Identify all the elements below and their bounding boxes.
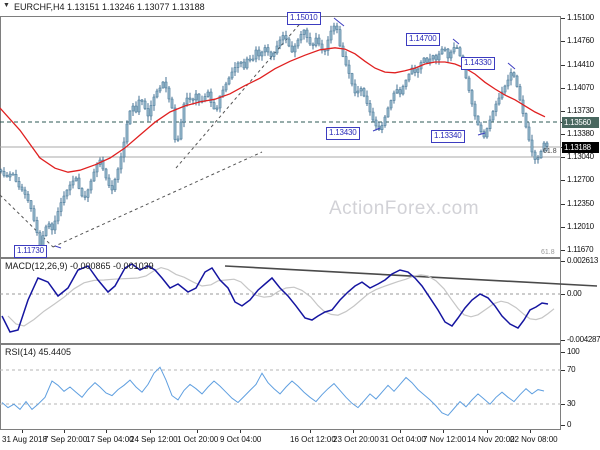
macd-indicator-label: MACD(12,26,9) -0.000865 -0.001039 xyxy=(5,261,154,271)
macd-axis-tick xyxy=(561,261,565,262)
time-axis-label: 9 Oct 04:00 xyxy=(220,435,262,444)
swing-price-label: 1.14700 xyxy=(406,33,440,46)
swing-price-label: 1.13340 xyxy=(431,130,465,143)
macd-axis-label: 0.00 xyxy=(567,289,582,298)
price-axis-tick xyxy=(561,111,565,112)
time-axis-label: 22 Nov 08:00 xyxy=(510,435,558,444)
rsi-axis-tick xyxy=(561,404,565,405)
time-axis-tick xyxy=(64,430,65,433)
time-axis-label: 23 Oct 20:00 xyxy=(333,435,379,444)
price-axis-tick xyxy=(561,227,565,228)
swing-price-label: 1.15010 xyxy=(287,12,321,25)
price-axis-label: 1.13730 xyxy=(567,106,594,115)
time-axis-tick xyxy=(530,430,531,433)
price-axis-tick xyxy=(561,18,565,19)
rsi-axis-tick xyxy=(561,425,565,426)
time-axis[interactable] xyxy=(0,430,600,450)
chart-titlebar: ▼ EURCHF,H4 1.13151 1.13246 1.13077 1.131… xyxy=(3,2,205,14)
rsi-axis-label: 0 xyxy=(567,420,572,429)
price-axis-label: 1.13380 xyxy=(567,129,594,138)
time-axis-tick xyxy=(150,430,151,433)
price-axis-label: 1.14410 xyxy=(567,60,594,69)
time-axis-label: 17 Sep 04:00 xyxy=(86,435,134,444)
time-axis-label: 14 Nov 20:00 xyxy=(467,435,515,444)
price-axis-label-highlight: 1.13560 xyxy=(562,117,599,128)
macd-axis-label: 0.002613 xyxy=(567,256,598,265)
price-axis-tick xyxy=(561,88,565,89)
fib-level-label: 61.8 xyxy=(543,148,557,155)
price-axis-tick xyxy=(561,204,565,205)
price-axis-label: 1.12700 xyxy=(567,175,594,184)
rsi-axis-label: 100 xyxy=(567,347,580,356)
chart-title: EURCHF,H4 1.13151 1.13246 1.13077 1.1318… xyxy=(13,2,205,12)
macd-panel[interactable] xyxy=(0,258,561,344)
price-axis-label: 1.12010 xyxy=(567,222,594,231)
rsi-axis-label: 70 xyxy=(567,365,576,374)
time-axis-tick xyxy=(353,430,354,433)
price-axis-tick xyxy=(561,157,565,158)
price-axis-label: 1.14760 xyxy=(567,36,594,45)
time-axis-tick xyxy=(443,430,444,433)
rsi-axis-tick xyxy=(561,370,565,371)
time-axis-label: 7 Sep 20:00 xyxy=(44,435,88,444)
fib-level-label: 61.8 xyxy=(541,249,555,256)
time-axis-tick xyxy=(197,430,198,433)
time-axis-tick xyxy=(240,430,241,433)
price-chart-panel[interactable] xyxy=(0,16,561,258)
time-axis-label: 16 Oct 12:00 xyxy=(290,435,336,444)
swing-price-label: 1.13430 xyxy=(326,127,360,140)
price-axis-label: 1.13040 xyxy=(567,152,594,161)
price-axis-tick xyxy=(561,134,565,135)
macd-axis-tick xyxy=(561,294,565,295)
time-axis-tick xyxy=(106,430,107,433)
price-axis-tick xyxy=(561,180,565,181)
time-axis-label: 24 Sep 12:00 xyxy=(130,435,178,444)
swing-price-label: 1.14330 xyxy=(461,57,495,70)
watermark: ActionForex.com xyxy=(329,198,480,219)
price-axis-tick xyxy=(561,65,565,66)
price-axis-label: 1.11670 xyxy=(567,245,594,254)
macd-axis-tick xyxy=(561,340,565,341)
macd-axis-label: -0.004287 xyxy=(567,335,600,344)
time-axis-label: 7 Nov 12:00 xyxy=(423,435,467,444)
chart-dropdown-icon[interactable]: ▼ xyxy=(3,2,10,9)
time-axis-label: 1 Oct 20:00 xyxy=(177,435,219,444)
rsi-axis-label: 30 xyxy=(567,399,576,408)
rsi-panel[interactable] xyxy=(0,344,561,430)
price-axis-label-highlight: 1.13188 xyxy=(562,142,599,153)
rsi-indicator-label: RSI(14) 45.4405 xyxy=(5,347,72,357)
price-axis-label: 1.15100 xyxy=(567,13,594,22)
swing-price-label: 1.11730 xyxy=(14,245,47,258)
time-axis-tick xyxy=(310,430,311,433)
time-axis-label: 31 Aug 2018 xyxy=(2,435,47,444)
rsi-axis-tick xyxy=(561,352,565,353)
time-axis-tick xyxy=(22,430,23,433)
price-axis-label: 1.14070 xyxy=(567,83,594,92)
time-axis-label: 31 Oct 04:00 xyxy=(380,435,426,444)
price-axis-tick xyxy=(561,250,565,251)
price-axis-label: 1.12350 xyxy=(567,199,594,208)
time-axis-tick xyxy=(487,430,488,433)
time-axis-tick xyxy=(400,430,401,433)
price-axis-tick xyxy=(561,41,565,42)
